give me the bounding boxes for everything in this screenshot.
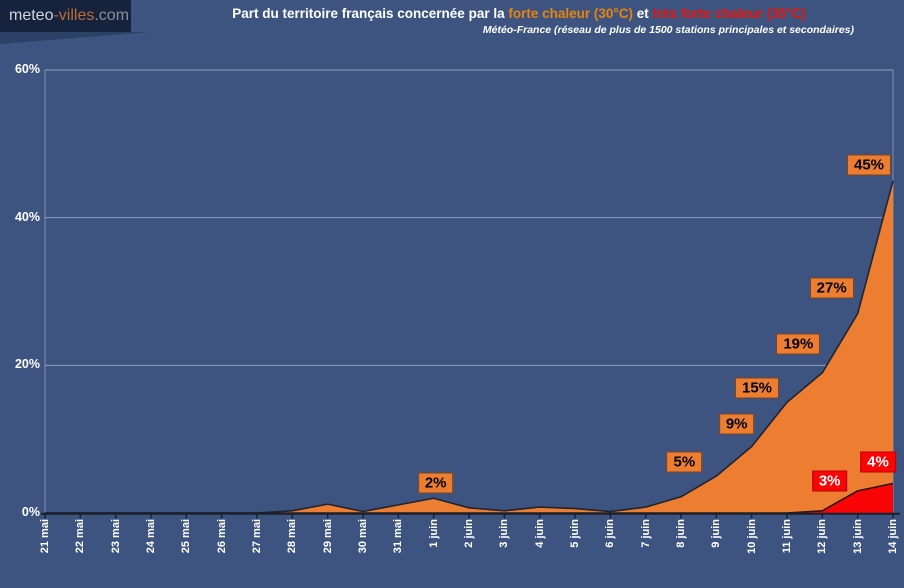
x-tick-label-7-juin: 7 juin: [639, 519, 652, 548]
data-label-19pct-series0: 19%: [776, 333, 821, 355]
x-tick-label-6-juin: 6 juin: [604, 519, 617, 548]
data-label-2pct-series0: 2%: [417, 472, 454, 494]
x-tick-label-26-mai: 26 mai: [215, 519, 228, 554]
data-label-4pct-series1: 4%: [860, 451, 896, 473]
x-tick-label-25-mai: 25 mai: [180, 519, 193, 554]
x-tick-label-23-mai: 23 mai: [109, 519, 122, 554]
x-tick-label-11-juin: 11 juin: [781, 519, 793, 554]
header: Part du territoire français concernée pa…: [140, 6, 898, 36]
chart-title: Part du territoire français concernée pa…: [140, 6, 898, 21]
title-et: et: [633, 6, 653, 21]
x-tick-label-5-juin: 5 juin: [569, 519, 581, 548]
x-tick-label-31-mai: 31 mai: [392, 519, 405, 554]
x-tick-label-4-juin: 4 juin: [533, 519, 546, 548]
x-tick-label-14-juin: 14 juin: [887, 519, 899, 554]
data-label-5pct-series0: 5%: [666, 451, 703, 473]
title-prefix: Part du territoire français concernée pa…: [232, 6, 509, 21]
y-tick-label-0pct: 0%: [21, 505, 40, 519]
x-tick-label-27-mai: 27 mai: [251, 519, 263, 554]
logo-text-villes: -villes: [53, 7, 95, 24]
logo-swoosh-decoration: [0, 32, 150, 44]
data-label-27pct-series0: 27%: [809, 277, 854, 299]
y-tick-label-20pct: 20%: [14, 357, 40, 372]
x-tick-label-30-mai: 30 mai: [357, 519, 369, 554]
x-tick-label-28-mai: 28 mai: [286, 519, 299, 554]
x-tick-label-24-mai: 24 mai: [145, 519, 157, 554]
x-tick-label-3-juin: 3 juin: [498, 519, 511, 548]
x-tick-label-12-juin: 12 juin: [816, 519, 829, 554]
title-hot-label: forte chaleur (30°C): [508, 6, 634, 21]
data-label-9pct-series0: 9%: [718, 413, 755, 435]
data-label-3pct-series1: 3%: [811, 470, 848, 492]
chart-source: Météo-France (réseau de plus de 1500 sta…: [482, 24, 854, 36]
x-tick-label-8-juin: 8 juin: [675, 519, 687, 548]
data-label-15pct-series0: 15%: [734, 377, 780, 399]
x-tick-label-13-juin: 13 juin: [851, 519, 864, 554]
x-tick-label-29-mai: 29 mai: [321, 519, 334, 554]
data-label-45pct-series0: 45%: [846, 154, 892, 176]
logo-text-com: .com: [94, 7, 130, 24]
logo-meteo-villes[interactable]: meteo-villes.com: [0, 0, 131, 32]
y-tick-label-60pct: 60%: [14, 62, 40, 76]
x-tick-label-22-mai: 22 mai: [74, 519, 87, 554]
x-tick-label-9-juin: 9 juin: [710, 519, 723, 548]
x-tick-label-21-mai: 21 mai: [39, 519, 51, 554]
x-tick-label-2-juin: 2 juin: [463, 519, 475, 548]
logo-text-meteo: meteo: [9, 7, 54, 24]
title-very-hot-label: très forte chaleur (35°C): [652, 6, 806, 21]
area-series-0: [45, 180, 893, 513]
y-tick-label-40pct: 40%: [14, 209, 40, 224]
x-tick-label-10-juin: 10 juin: [745, 519, 758, 554]
x-tick-label-1-juin: 1 juin: [427, 519, 440, 548]
